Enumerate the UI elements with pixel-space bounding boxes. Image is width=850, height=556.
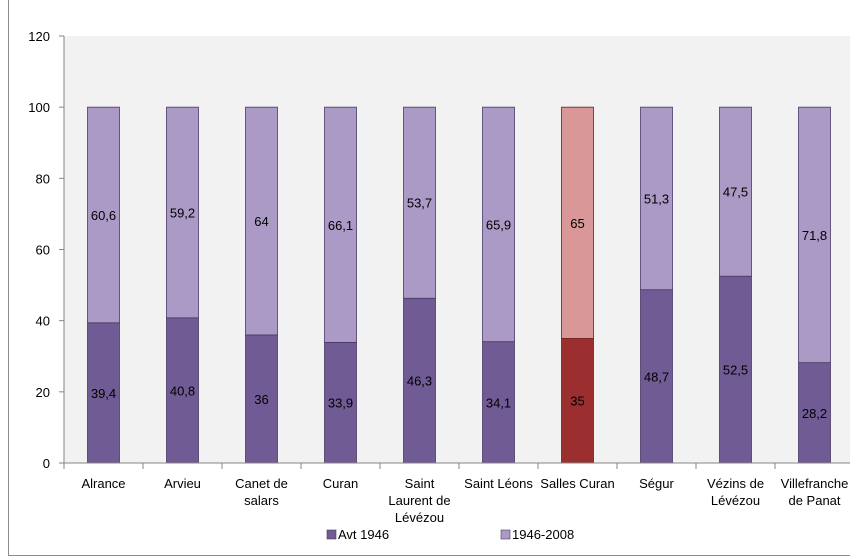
bar-segment-1946-2008: [166, 106, 199, 319]
bars-group: 39,4 60,6 40,8 59,2 36 64 33,9 66,1 46,3 53,7 34,1…: [87, 106, 831, 464]
data-label: 53,7: [407, 196, 432, 211]
x-tick-label: Salles Curan: [540, 476, 614, 491]
legend-item-avt-1946: Avt 1946: [326, 527, 389, 542]
data-label: 59,2: [170, 205, 195, 220]
data-label: 28,2: [802, 406, 827, 421]
x-tick-label: de Panat: [788, 493, 840, 508]
legend: Avt 1946 1946-2008: [326, 527, 574, 542]
data-label: 35: [570, 394, 584, 409]
bar-segment-avt-1946: [798, 362, 831, 464]
bar-segment-avt-1946: [245, 334, 278, 464]
data-label: 52,5: [723, 363, 748, 378]
data-label: 33,9: [328, 396, 353, 411]
x-tick-label: Lévézou: [711, 493, 760, 508]
x-tick-label: Alrance: [81, 476, 125, 491]
bar-segment-1946-2008: [798, 106, 831, 364]
y-tick-label: 20: [36, 385, 50, 400]
bar-segment-1946-2008: [482, 106, 515, 343]
x-tick-label: Arvieu: [164, 476, 201, 491]
x-tick-label: Laurent de: [388, 493, 450, 508]
data-label: 60,6: [91, 208, 116, 223]
bar-segment-1946-2008: [403, 106, 436, 299]
legend-label: 1946-2008: [512, 527, 574, 542]
bar-segment-avt-1946: [719, 275, 752, 464]
bar-segment-1946-2008: [324, 106, 357, 343]
x-tick-label: Canet de: [235, 476, 288, 491]
x-tick-label: Lévézou: [395, 510, 444, 525]
bar-segment-1946-2008: [245, 106, 278, 336]
bar-segment-1946-2008: [561, 106, 594, 339]
y-tick-label: 0: [43, 456, 50, 471]
bar-segment-1946-2008: [640, 106, 673, 291]
x-tick-label: Saint: [405, 476, 435, 491]
data-label: 47,5: [723, 185, 748, 200]
data-label: 65,9: [486, 217, 511, 232]
y-tick-label: 40: [36, 314, 50, 329]
bar-segment-avt-1946: [166, 317, 199, 464]
legend-swatch: [326, 529, 337, 540]
bar-segment-avt-1946: [403, 297, 436, 464]
data-label: 34,1: [486, 395, 511, 410]
bar-segment-avt-1946: [561, 338, 594, 464]
y-tick-label: 80: [36, 171, 50, 186]
data-label: 46,3: [407, 374, 432, 389]
bar-segment-1946-2008: [719, 106, 752, 277]
data-label: 65: [570, 216, 584, 231]
legend-swatch: [500, 529, 511, 540]
data-label: 64: [254, 214, 268, 229]
x-tick-label: Ségur: [639, 476, 674, 491]
y-tick-label: 100: [28, 100, 50, 115]
data-label: 40,8: [170, 383, 195, 398]
chart-frame: [8, 0, 850, 556]
y-tick-label: 120: [28, 29, 50, 44]
y-tick-label: 60: [36, 243, 50, 258]
legend-label: Avt 1946: [338, 527, 389, 542]
bar-segment-avt-1946: [324, 341, 357, 464]
bar-segment-avt-1946: [482, 341, 515, 464]
x-tick-label: Vézins de: [707, 476, 764, 491]
data-label: 51,3: [644, 191, 669, 206]
x-tick-label: Villefranche: [781, 476, 849, 491]
x-tick-label: Saint Léons: [464, 476, 533, 491]
x-tick-label: Curan: [323, 476, 358, 491]
data-label: 71,8: [802, 228, 827, 243]
x-axis: Alrance Arvieu Canet de salars Curan Saint Lau…: [63, 462, 850, 525]
data-label: 48,7: [644, 369, 669, 384]
data-label: 66,1: [328, 218, 353, 233]
bar-segment-avt-1946: [87, 322, 120, 464]
y-axis: 0 20 40 60 80 100 120: [28, 29, 65, 471]
x-tick-label: salars: [244, 493, 279, 508]
data-label: 39,4: [91, 386, 116, 401]
data-label: 36: [254, 392, 268, 407]
bar-segment-1946-2008: [87, 106, 120, 324]
legend-item-1946-2008: 1946-2008: [500, 527, 574, 542]
